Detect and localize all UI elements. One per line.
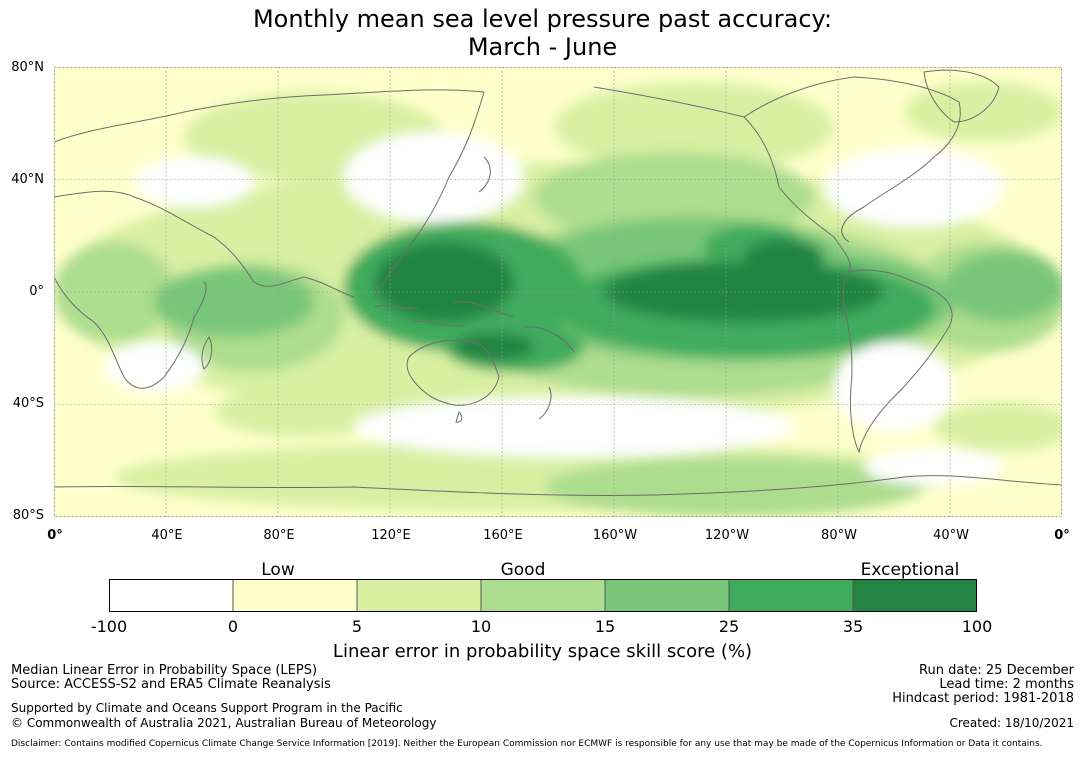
footer-lead-time: Lead time: 2 months — [939, 677, 1074, 692]
footer-disclaimer: Disclaimer: Contains modified Copernicus… — [11, 739, 1043, 749]
legend-category-low: Low — [261, 560, 295, 580]
colorbar-tick-0: 0 — [227, 617, 239, 636]
legend-category-good: Good — [500, 560, 546, 580]
lon-label-40w: 40°W — [933, 528, 969, 543]
lon-label-120e: 120°E — [371, 528, 411, 543]
colorbar-tick-neg100: -100 — [90, 617, 128, 636]
colorbar-swatch-10-15 — [481, 579, 605, 612]
lon-label-80e: 80°E — [263, 528, 295, 543]
coastlines — [54, 69, 1062, 496]
lon-label-0-left: 0° — [47, 528, 63, 543]
lat-label-80s: 80°S — [12, 508, 44, 523]
footer-metric: Median Linear Error in Probability Space… — [11, 663, 318, 678]
footer-hindcast: Hindcast period: 1981-2018 — [892, 691, 1074, 706]
colorbar-title: Linear error in probability space skill … — [332, 641, 753, 662]
footer-run-date: Run date: 25 December — [919, 663, 1074, 678]
colorbar-tick-10: 10 — [470, 617, 492, 636]
colorbar-tick-35: 35 — [842, 617, 864, 636]
lon-label-120w: 120°W — [704, 528, 750, 543]
lon-label-0-right: 0° — [1054, 528, 1070, 543]
colorbar — [109, 579, 977, 612]
map-title-line-1: Monthly mean sea level pressure past acc… — [252, 5, 833, 33]
colorbar-swatch-15-25 — [605, 579, 729, 612]
lon-label-40e: 40°E — [151, 528, 183, 543]
lon-label-160w: 160°W — [592, 528, 638, 543]
footer-source: Source: ACCESS-S2 and ERA5 Climate Reana… — [11, 677, 331, 692]
colorbar-tick-5: 5 — [351, 617, 363, 636]
lon-label-160e: 160°E — [483, 528, 523, 543]
lat-label-40n: 40°N — [11, 172, 44, 187]
colorbar-swatch-neg100-0 — [109, 579, 233, 612]
footer-created: Created: 18/10/2021 — [949, 716, 1074, 730]
colorbar-tick-15: 15 — [594, 617, 616, 636]
lat-label-0: 0° — [29, 284, 44, 299]
lat-label-80n: 80°N — [11, 60, 44, 75]
colorbar-tick-100: 100 — [961, 617, 993, 636]
skill-score-map — [54, 67, 1062, 517]
colorbar-swatch-25-35 — [729, 579, 853, 612]
graticule — [54, 67, 1062, 517]
skill-shading — [54, 82, 1062, 517]
footer-support: Supported by Climate and Oceans Support … — [11, 701, 403, 715]
legend-category-exceptional: Exceptional — [860, 560, 960, 580]
colorbar-tick-25: 25 — [718, 617, 740, 636]
footer-copyright: © Commonwealth of Australia 2021, Austra… — [11, 716, 437, 730]
colorbar-swatch-0-5 — [233, 579, 357, 612]
lat-label-40s: 40°S — [12, 396, 44, 411]
lon-label-80w: 80°W — [821, 528, 857, 543]
colorbar-swatch-35-100 — [853, 579, 977, 612]
map-title-line-2: March - June — [467, 33, 618, 61]
colorbar-swatch-5-10 — [357, 579, 481, 612]
